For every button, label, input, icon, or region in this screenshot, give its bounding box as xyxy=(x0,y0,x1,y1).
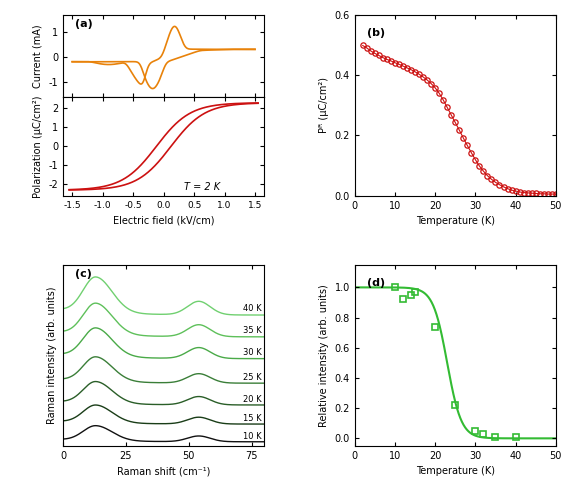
Text: (a): (a) xyxy=(75,19,93,29)
X-axis label: Electric field (kV/cm): Electric field (kV/cm) xyxy=(113,215,214,225)
Y-axis label: Relative intensity (arb. units): Relative intensity (arb. units) xyxy=(319,284,329,427)
Text: (d): (d) xyxy=(367,278,385,289)
Text: (b): (b) xyxy=(367,28,385,38)
Text: T = 2 K: T = 2 K xyxy=(184,182,220,192)
X-axis label: Temperature (K): Temperature (K) xyxy=(416,466,494,476)
Text: 20 K: 20 K xyxy=(243,395,262,404)
X-axis label: Raman shift (cm⁻¹): Raman shift (cm⁻¹) xyxy=(117,466,210,476)
Y-axis label: Polarization (μC/cm²): Polarization (μC/cm²) xyxy=(33,95,43,197)
X-axis label: Temperature (K): Temperature (K) xyxy=(416,216,494,226)
Y-axis label: Pᴿ (μC/cm²): Pᴿ (μC/cm²) xyxy=(319,77,329,133)
Text: 30 K: 30 K xyxy=(243,348,262,357)
Text: 35 K: 35 K xyxy=(243,326,262,335)
Y-axis label: Current (mA): Current (mA) xyxy=(33,24,43,88)
Y-axis label: Raman intensity (arb. units): Raman intensity (arb. units) xyxy=(48,287,57,424)
Text: 25 K: 25 K xyxy=(243,373,262,382)
Text: 10 K: 10 K xyxy=(243,432,262,441)
Text: 40 K: 40 K xyxy=(243,304,262,314)
Text: 15 K: 15 K xyxy=(243,414,262,423)
Text: (c): (c) xyxy=(75,270,92,279)
